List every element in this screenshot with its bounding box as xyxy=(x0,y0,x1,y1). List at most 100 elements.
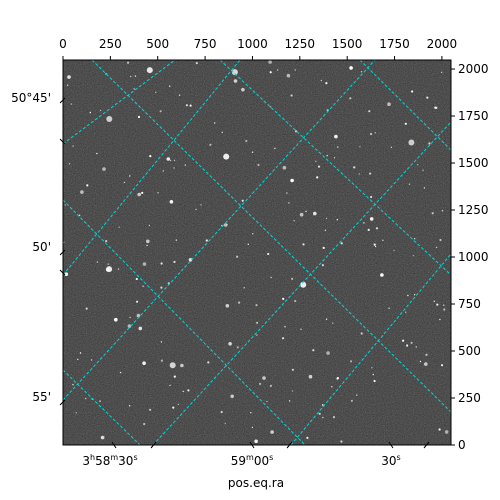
star xyxy=(336,377,339,380)
grid-line xyxy=(290,253,451,445)
star xyxy=(433,300,435,302)
star xyxy=(180,363,184,368)
star xyxy=(426,96,429,99)
star xyxy=(419,360,422,363)
star xyxy=(238,301,241,304)
star xyxy=(350,399,353,402)
star xyxy=(300,328,302,330)
star xyxy=(169,200,174,204)
star xyxy=(270,430,274,434)
star xyxy=(233,79,238,83)
star xyxy=(443,308,446,311)
ra-tick-mark xyxy=(150,441,157,449)
star xyxy=(200,204,202,206)
star xyxy=(435,246,438,249)
star xyxy=(277,69,279,71)
star xyxy=(169,362,176,369)
star xyxy=(308,374,313,379)
star xyxy=(255,304,258,307)
star xyxy=(369,217,374,221)
star xyxy=(205,239,208,242)
star xyxy=(306,436,309,439)
star xyxy=(422,169,424,171)
star xyxy=(187,389,190,392)
star xyxy=(245,139,248,143)
star xyxy=(182,390,184,393)
grid-line xyxy=(63,369,141,445)
top-tick-label: 0 xyxy=(59,37,67,51)
right-tick-label: 750 xyxy=(458,297,481,311)
star xyxy=(149,155,152,158)
star xyxy=(117,268,120,270)
grid-line xyxy=(63,199,306,445)
star xyxy=(146,239,150,244)
star xyxy=(315,160,317,162)
star xyxy=(441,210,444,212)
star xyxy=(317,165,321,168)
star xyxy=(270,276,272,279)
star xyxy=(410,341,413,344)
star xyxy=(142,262,147,266)
dec-tick-mark xyxy=(59,138,66,145)
star xyxy=(78,214,81,216)
top-tick-label: 1000 xyxy=(237,37,268,51)
star xyxy=(439,238,442,242)
star xyxy=(169,384,171,387)
star xyxy=(173,260,176,263)
star xyxy=(393,249,395,252)
top-tick-label: 500 xyxy=(146,37,169,51)
ra-axis: 3h58m30s 59m00s 30s xyxy=(82,441,430,468)
star xyxy=(106,116,113,122)
star xyxy=(226,223,228,226)
star xyxy=(119,371,122,374)
star xyxy=(269,71,272,74)
star xyxy=(414,238,416,240)
top-tick-label: 1750 xyxy=(379,37,410,51)
star xyxy=(324,229,327,231)
star xyxy=(372,373,374,376)
grid-line xyxy=(219,60,451,276)
star xyxy=(105,240,108,243)
grid-line xyxy=(63,60,176,145)
star xyxy=(160,262,163,265)
star xyxy=(425,353,428,356)
star xyxy=(137,192,141,197)
star xyxy=(96,152,98,155)
star xyxy=(356,394,358,396)
star xyxy=(230,394,234,399)
star xyxy=(188,258,193,262)
star xyxy=(251,151,254,153)
star xyxy=(316,176,319,179)
star xyxy=(337,146,339,148)
star xyxy=(434,106,437,109)
star xyxy=(374,245,377,248)
dec-tick-mark xyxy=(59,399,66,406)
star xyxy=(274,147,276,150)
star xyxy=(189,104,192,107)
star xyxy=(373,379,376,383)
star xyxy=(358,173,360,175)
star xyxy=(100,435,105,440)
star xyxy=(267,252,270,256)
star xyxy=(141,191,144,194)
star xyxy=(138,326,143,331)
star xyxy=(148,224,151,227)
star xyxy=(236,255,239,258)
star xyxy=(320,79,322,82)
star xyxy=(257,163,260,167)
star xyxy=(293,220,295,222)
star xyxy=(411,90,414,93)
star xyxy=(123,181,126,184)
star xyxy=(268,60,272,64)
star xyxy=(136,300,139,303)
star xyxy=(288,400,291,402)
star xyxy=(243,287,245,289)
star xyxy=(363,222,365,224)
star xyxy=(282,165,287,170)
star xyxy=(259,382,262,385)
star xyxy=(155,91,157,94)
star xyxy=(159,110,162,113)
star xyxy=(173,167,175,169)
star xyxy=(440,71,443,74)
